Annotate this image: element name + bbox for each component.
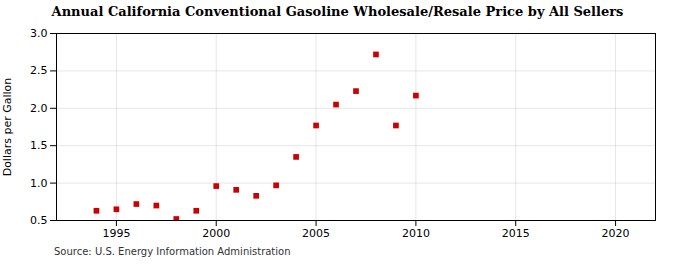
svg-text:2.0: 2.0 (30, 102, 48, 115)
html-text:Source: U.S. Energy Informatio: Source: U.S. Energy Information Administ… (54, 246, 291, 257)
svg-text:1995: 1995 (102, 227, 130, 240)
svg-text:2015: 2015 (502, 227, 530, 240)
svg-text:0.5: 0.5 (30, 214, 48, 227)
svg-text:2.5: 2.5 (30, 64, 48, 77)
svg-text:2000: 2000 (202, 227, 230, 240)
svg-text:3.0: 3.0 (30, 27, 48, 40)
svg-text:1.5: 1.5 (30, 139, 48, 152)
svg-text:2020: 2020 (602, 227, 630, 240)
svg-text:1.0: 1.0 (30, 177, 48, 190)
svg-text:2005: 2005 (302, 227, 330, 240)
svg-text:2010: 2010 (402, 227, 430, 240)
html-text:Annual California Conventional: Annual California Conventional Gasoline … (51, 4, 624, 19)
svg-text:Dollars per Gallon: Dollars per Gallon (1, 78, 14, 177)
